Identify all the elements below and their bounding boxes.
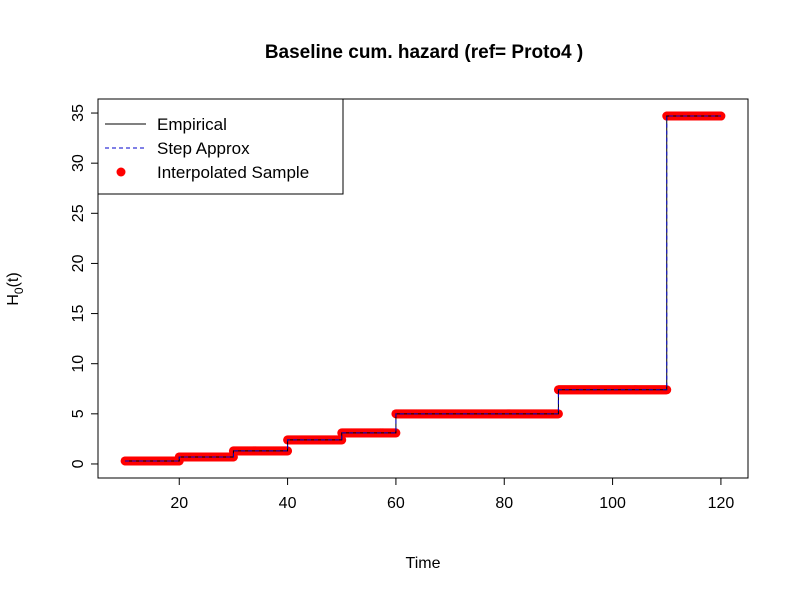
y-tick-label: 5: [70, 409, 87, 418]
x-tick-label: 100: [599, 495, 626, 512]
y-tick-label: 10: [70, 355, 87, 373]
step-approx-line: [125, 115, 721, 462]
y-axis-label-main: H: [5, 294, 22, 306]
plot-area: [120, 111, 726, 466]
legend-box: [97, 98, 344, 195]
legend-label-empirical: Empirical: [157, 115, 227, 134]
y-tick-label: 35: [70, 104, 87, 122]
x-axis-label: Time: [406, 555, 441, 572]
y-axis-label: H0(t): [5, 272, 26, 305]
y-tick-label: 25: [70, 204, 87, 222]
x-tick-label: 40: [279, 495, 297, 512]
y-axis-label-tail: (t): [5, 272, 22, 287]
legend-label-step-approx: Step Approx: [157, 139, 250, 158]
legend-label-interpolated-sample: Interpolated Sample: [157, 163, 309, 182]
y-tick-label: 15: [70, 305, 87, 323]
x-axis: 20 40 60 80 100 120: [170, 477, 735, 512]
x-tick-label: 60: [387, 495, 405, 512]
x-tick-label: 120: [708, 495, 735, 512]
y-tick-label: 30: [70, 154, 87, 172]
x-tick-label: 80: [495, 495, 513, 512]
y-tick-label: 0: [70, 459, 87, 468]
y-axis-label-subscript: 0: [12, 287, 26, 294]
x-tick-label: 20: [170, 495, 188, 512]
chart-title: Baseline cum. hazard (ref= Proto4 ): [265, 42, 583, 63]
legend: Empirical Step Approx Interpolated Sampl…: [97, 98, 344, 195]
y-axis: 0 5 10 15 20 25 30 35: [70, 104, 99, 468]
legend-swatch-interpolated-sample: [116, 167, 126, 177]
y-tick-label: 20: [70, 254, 87, 272]
